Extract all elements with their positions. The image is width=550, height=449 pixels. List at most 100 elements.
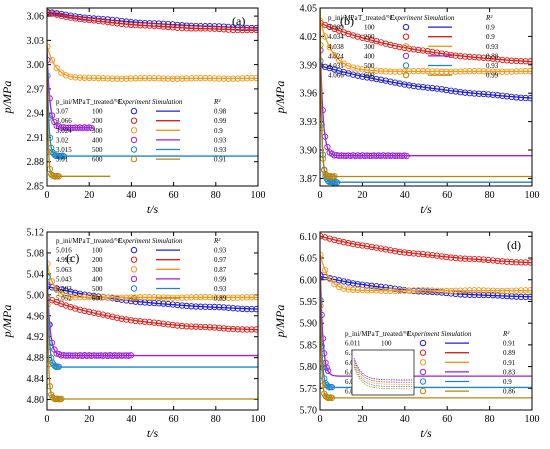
inset-series-line <box>353 364 412 387</box>
y-tick-label: 4.84 <box>27 374 45 385</box>
data-point <box>323 364 330 371</box>
data-point <box>58 395 65 402</box>
series-line-500 <box>320 25 532 183</box>
data-point <box>475 256 483 263</box>
y-tick-label: 2.88 <box>27 157 45 168</box>
data-point <box>58 286 65 293</box>
data-point <box>160 320 167 327</box>
data-point <box>363 35 371 43</box>
data-point <box>419 287 427 294</box>
data-point <box>391 152 399 159</box>
data-point <box>527 259 532 266</box>
data-point <box>396 287 403 295</box>
x-tick-label: 60 <box>169 414 179 425</box>
legend-r2: 0.9 <box>503 378 512 386</box>
data-point <box>349 32 357 39</box>
data-point <box>69 352 77 359</box>
x-tick-label: 40 <box>400 190 410 201</box>
data-point <box>60 153 68 160</box>
data-point <box>419 67 427 75</box>
data-point <box>331 152 338 159</box>
legend-marker <box>130 285 138 292</box>
data-point <box>225 325 232 332</box>
data-point <box>229 325 237 333</box>
data-point <box>55 363 62 370</box>
data-point <box>169 301 176 308</box>
data-point <box>239 75 246 82</box>
data-point <box>225 294 232 301</box>
data-point <box>90 352 97 359</box>
data-point <box>81 74 88 81</box>
data-point <box>377 245 385 252</box>
plot-frame <box>319 7 533 187</box>
data-point <box>508 93 515 101</box>
data-point <box>202 74 209 82</box>
data-point <box>321 63 329 71</box>
x-tick-label: 100 <box>525 414 540 425</box>
data-point <box>220 325 227 332</box>
inset-frame <box>351 349 415 396</box>
data-point <box>387 68 394 75</box>
x-tick-label: 80 <box>485 414 495 425</box>
data-point <box>58 10 65 18</box>
data-point <box>345 286 352 293</box>
x-axis-label: t/s <box>147 202 159 216</box>
x-tick-label: 0 <box>318 190 323 201</box>
data-point <box>93 352 100 359</box>
legend-marker <box>130 127 138 134</box>
data-point <box>475 67 483 75</box>
data-point <box>104 294 111 301</box>
panel-label: (b) <box>340 14 354 28</box>
data-point <box>391 42 399 50</box>
data-point <box>508 68 515 75</box>
data-point <box>457 287 464 294</box>
data-point <box>466 287 473 294</box>
data-point <box>340 152 347 159</box>
y-tick-label: 3.99 <box>300 60 318 71</box>
legend-header-ttreated: T_treated/°C <box>375 330 412 338</box>
data-point <box>475 287 483 294</box>
data-point <box>457 68 464 75</box>
data-point <box>225 75 232 82</box>
data-point <box>155 319 162 327</box>
data-point <box>326 275 333 283</box>
x-tick-label: 100 <box>251 190 266 201</box>
data-point <box>321 167 328 174</box>
data-point <box>67 124 74 131</box>
data-point <box>419 250 427 258</box>
data-point <box>69 124 77 131</box>
data-point <box>164 23 172 31</box>
data-point <box>120 352 128 359</box>
data-point <box>239 294 246 301</box>
data-point <box>155 75 162 82</box>
data-point <box>51 362 59 370</box>
data-point <box>424 48 431 55</box>
legend-header-ttreated: T_treated/°C <box>358 14 395 22</box>
data-point <box>118 294 125 301</box>
data-point <box>99 311 107 318</box>
data-point <box>174 24 181 31</box>
data-point <box>192 303 200 310</box>
legend-header-experiment: Experiment <box>117 98 151 106</box>
data-point <box>326 235 333 242</box>
legend-header-r2: R² <box>485 14 493 22</box>
data-point <box>67 12 74 19</box>
data-point <box>480 54 487 61</box>
data-point <box>225 304 232 311</box>
legend-r2: 0.93 <box>214 146 227 154</box>
legend-r2: 0.99 <box>486 72 499 80</box>
y-axis-label: p/MPa <box>273 81 287 115</box>
data-point <box>340 68 347 76</box>
data-point <box>220 26 227 33</box>
plot-frame <box>46 231 259 411</box>
plot-area <box>47 8 258 180</box>
data-point <box>335 57 343 64</box>
data-point <box>113 314 121 321</box>
data-point <box>324 143 331 151</box>
legend-header-r2: R² <box>213 98 221 106</box>
legend-r2: 0.9 <box>486 33 495 41</box>
data-point <box>320 360 325 367</box>
data-point <box>72 124 79 131</box>
data-point <box>494 257 501 265</box>
